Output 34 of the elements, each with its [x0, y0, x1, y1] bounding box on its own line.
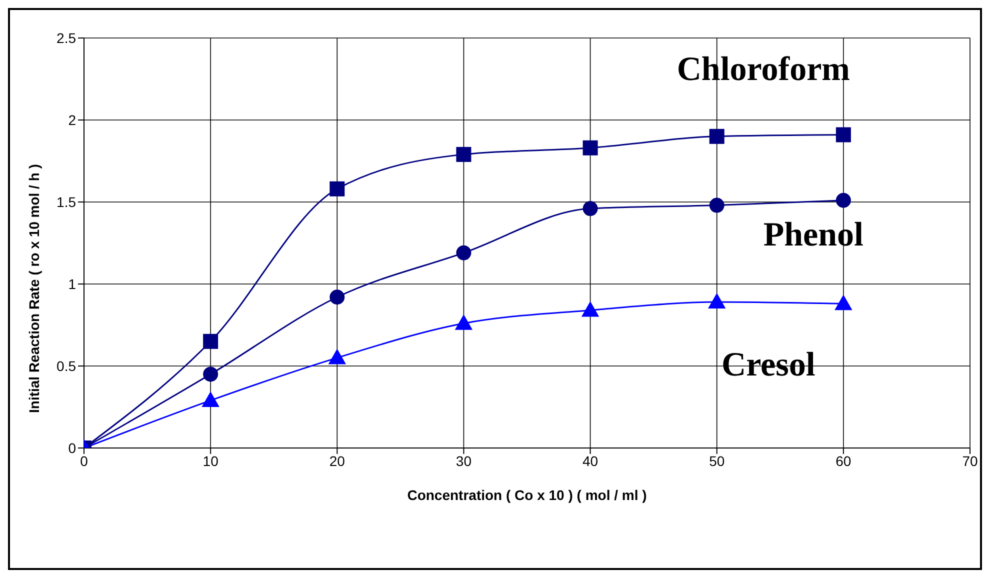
y-tick-label: 1 [68, 276, 76, 292]
point [582, 140, 598, 156]
point [708, 294, 726, 309]
y-tick-label: 0 [68, 440, 76, 456]
point [330, 290, 345, 305]
point [203, 366, 218, 382]
x-tick-label: 30 [456, 452, 472, 469]
x-tick-label: 70 [962, 452, 978, 469]
point [202, 392, 220, 407]
x-tick-label: 10 [202, 452, 219, 469]
point [330, 181, 345, 196]
y-tick-label: 0.5 [56, 358, 76, 374]
point [456, 245, 472, 260]
point [582, 201, 598, 216]
x-tick-label: 50 [709, 452, 725, 469]
y-tick-label: 2.5 [56, 30, 76, 46]
point [456, 146, 472, 162]
point [709, 198, 724, 213]
y-tick-label: 2 [68, 112, 76, 128]
point [836, 127, 851, 142]
x-tick-label: 0 [80, 452, 88, 469]
y-axis-title: Initial Reaction Rate ( ro x 10 mol / h ) [26, 164, 42, 413]
y-tick-label: 1.5 [56, 194, 76, 210]
point [328, 349, 346, 364]
point [582, 302, 599, 317]
point [203, 334, 218, 349]
x-tick-label: 20 [329, 452, 346, 469]
point [834, 295, 852, 310]
x-axis-title: Concentration ( Co x 10 ) ( mol / ml ) [407, 487, 647, 503]
x-tick-label: 60 [836, 452, 852, 469]
point [709, 128, 724, 144]
point [836, 192, 851, 208]
x-tick-label: 40 [582, 452, 598, 469]
point [455, 314, 472, 330]
